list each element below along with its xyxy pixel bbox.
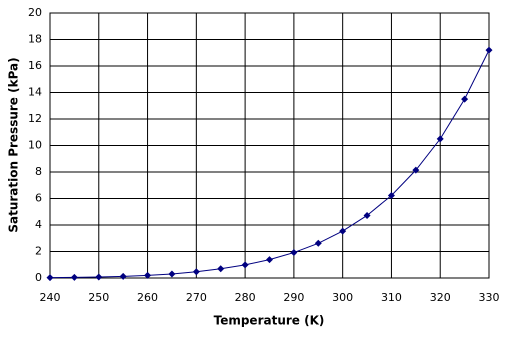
x-axis-title: Temperature (K) xyxy=(214,314,325,328)
data-point xyxy=(387,191,395,199)
y-tick-label: 0 xyxy=(35,271,42,284)
y-tick-label: 8 xyxy=(35,165,42,178)
x-tick-label: 320 xyxy=(430,291,451,304)
data-point xyxy=(70,273,78,281)
x-tick-label: 260 xyxy=(137,291,158,304)
x-tick-label: 250 xyxy=(88,291,109,304)
data-point xyxy=(119,272,127,280)
data-point xyxy=(363,211,371,219)
x-tick-label: 240 xyxy=(40,291,61,304)
data-point xyxy=(339,227,347,235)
y-tick-label: 6 xyxy=(35,192,42,205)
data-point xyxy=(95,273,103,281)
data-point xyxy=(46,274,54,282)
y-axis-title: Saturation Pressure (kPa) xyxy=(7,57,21,232)
data-point xyxy=(412,166,420,174)
y-tick-label: 10 xyxy=(28,139,42,152)
data-point xyxy=(485,46,493,54)
plot-frame xyxy=(49,12,490,279)
data-point xyxy=(168,270,176,278)
data-point xyxy=(436,135,444,143)
y-tick-label: 16 xyxy=(28,59,42,72)
data-point xyxy=(144,271,152,279)
data-point xyxy=(241,261,249,269)
data-line xyxy=(49,49,490,279)
x-tick-label: 290 xyxy=(283,291,304,304)
x-tick-label: 280 xyxy=(235,291,256,304)
data-point xyxy=(314,239,322,247)
y-tick-label: 18 xyxy=(28,33,42,46)
y-tick-label: 2 xyxy=(35,245,42,258)
data-point xyxy=(290,249,298,257)
x-tick-label: 270 xyxy=(186,291,207,304)
data-point xyxy=(192,268,200,276)
data-point xyxy=(461,95,469,103)
x-tick-label: 310 xyxy=(381,291,402,304)
y-tick-label: 4 xyxy=(35,218,42,231)
data-point xyxy=(217,265,225,273)
y-tick-label: 12 xyxy=(28,112,42,125)
y-tick-label: 14 xyxy=(28,86,42,99)
data-point xyxy=(266,256,273,264)
x-tick-label: 330 xyxy=(479,291,500,304)
y-tick-label: 20 xyxy=(28,6,42,19)
x-tick-label: 300 xyxy=(332,291,353,304)
